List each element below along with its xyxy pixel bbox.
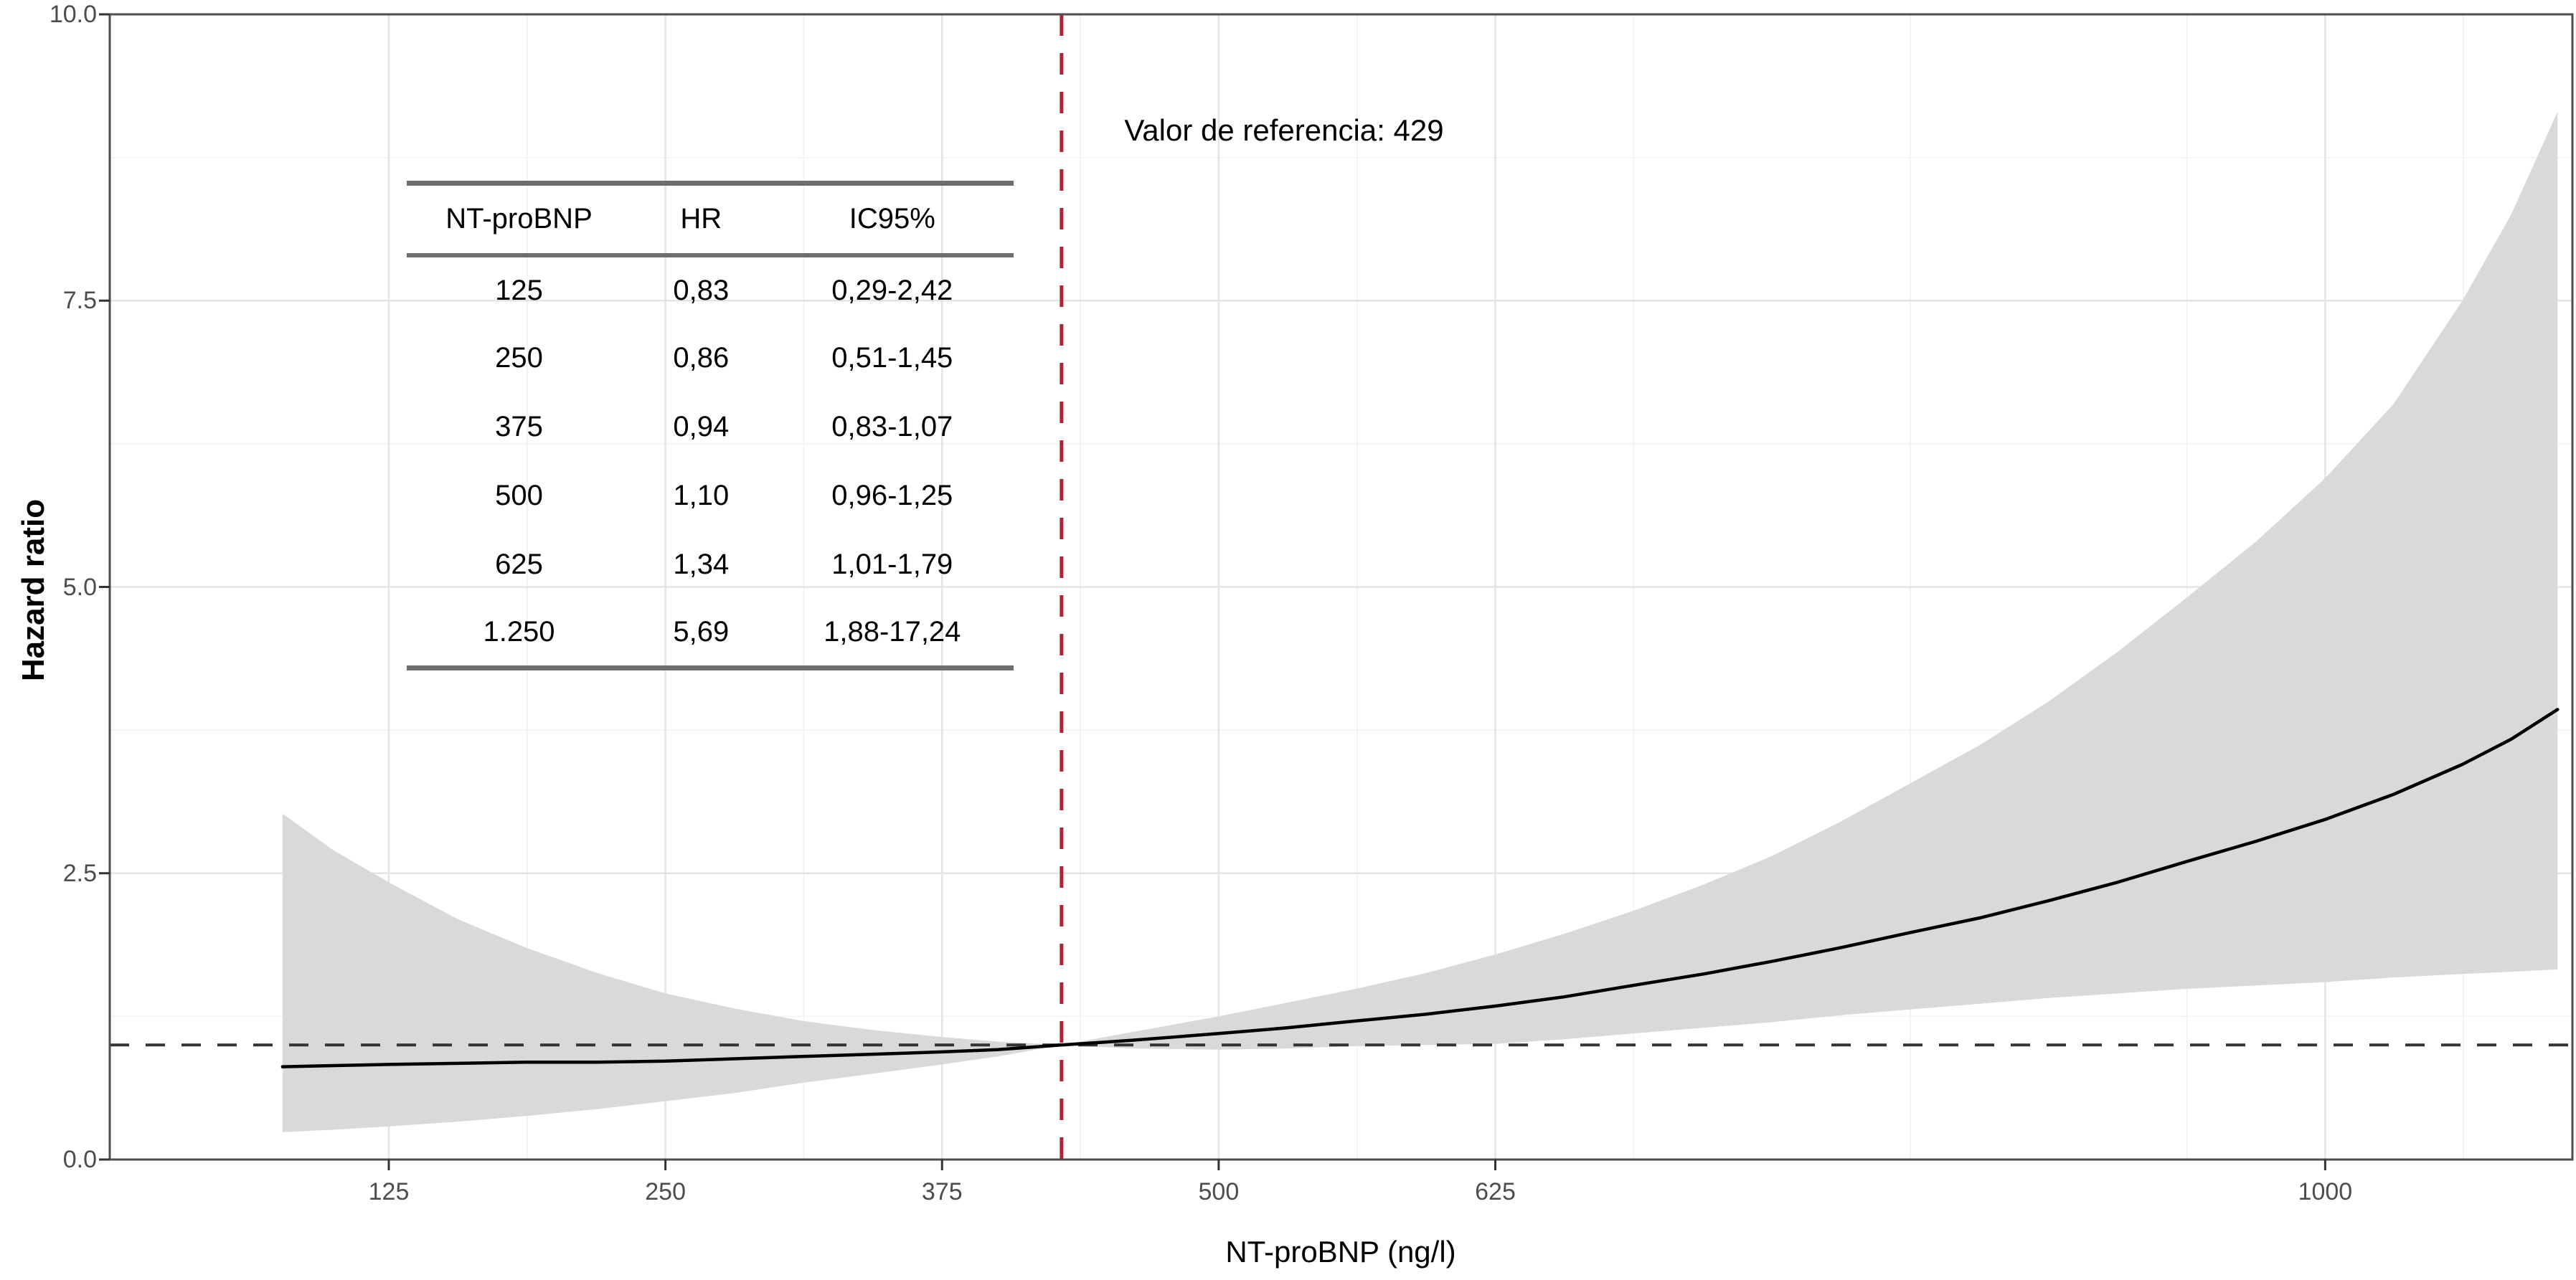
table-cell: 125 — [495, 274, 543, 306]
x-tick-label: 500 — [1198, 1178, 1240, 1205]
hazard-ratio-curve — [280, 708, 2560, 1068]
table-cell: 0,94 — [673, 411, 730, 442]
table-row: 625 1,34 1,01-1,79 — [407, 531, 1014, 599]
table-row: 500 1,10 0,96-1,25 — [407, 462, 1014, 531]
table-header-cell: NT-proBNP — [407, 183, 632, 257]
table-cell: 0,83-1,07 — [831, 411, 953, 442]
table-row: 375 0,94 0,83-1,07 — [407, 393, 1014, 462]
table-cell: 1,01-1,79 — [831, 549, 953, 580]
table-cell: 1,88-17,24 — [824, 616, 961, 648]
y-tick-label: 5.0 — [62, 573, 97, 601]
table-cell: 0,51-1,45 — [831, 342, 953, 374]
reference-value-annotation: Valor de referencia: 429 — [1124, 113, 1444, 147]
table-cell: 0,96-1,25 — [831, 480, 953, 511]
table-cell: 625 — [495, 549, 543, 580]
table-row: 250 0,86 0,51-1,45 — [407, 324, 1014, 393]
x-tick-label: 375 — [921, 1178, 963, 1205]
table-cell: 0,86 — [673, 342, 730, 374]
table-cell: 1,34 — [673, 549, 730, 580]
table-cell: 1,10 — [673, 480, 730, 511]
table-cell: 250 — [495, 342, 543, 374]
table-header-cell: IC95% — [770, 183, 1014, 257]
x-axis-title: NT-proBNP (ng/l) — [1225, 1235, 1456, 1269]
y-tick-label: 10.0 — [49, 1, 97, 28]
table-row: 125 0,83 0,29-2,42 — [407, 255, 1014, 324]
x-tick-label: 1000 — [2298, 1178, 2353, 1205]
table-cell: 1.250 — [483, 616, 555, 648]
table-header-cell: HR — [631, 183, 771, 257]
y-tick-label: 0.0 — [62, 1146, 97, 1173]
confidence-ribbon — [282, 111, 2558, 1132]
table-cell: 0,29-2,42 — [831, 274, 953, 306]
y-tick-label: 2.5 — [62, 859, 97, 887]
table-cell: 5,69 — [673, 616, 730, 648]
hr-table-body: 125 0,83 0,29-2,42 250 0,86 0,51-1,45 375 0,94 0… — [407, 255, 1014, 668]
x-tick-label: 125 — [368, 1178, 410, 1205]
hr-table-header: NT-proBNP HR IC95% — [407, 183, 1014, 257]
x-tick-label: 250 — [645, 1178, 686, 1205]
x-tick-label: 625 — [1475, 1178, 1516, 1205]
hr-inset-table: NT-proBNP HR IC95% 125 0,83 0,29-2,42 250 0,86… — [407, 181, 1014, 670]
y-tick-label: 7.5 — [62, 287, 97, 315]
table-row: 1.250 5,69 1,88-17,24 — [407, 599, 1014, 668]
table-cell: 500 — [495, 480, 543, 511]
table-cell: 375 — [495, 411, 543, 442]
table-cell: 0,83 — [673, 274, 730, 306]
hr-table: NT-proBNP HR IC95% 125 0,83 0,29-2,42 250 0,86… — [407, 181, 1014, 670]
